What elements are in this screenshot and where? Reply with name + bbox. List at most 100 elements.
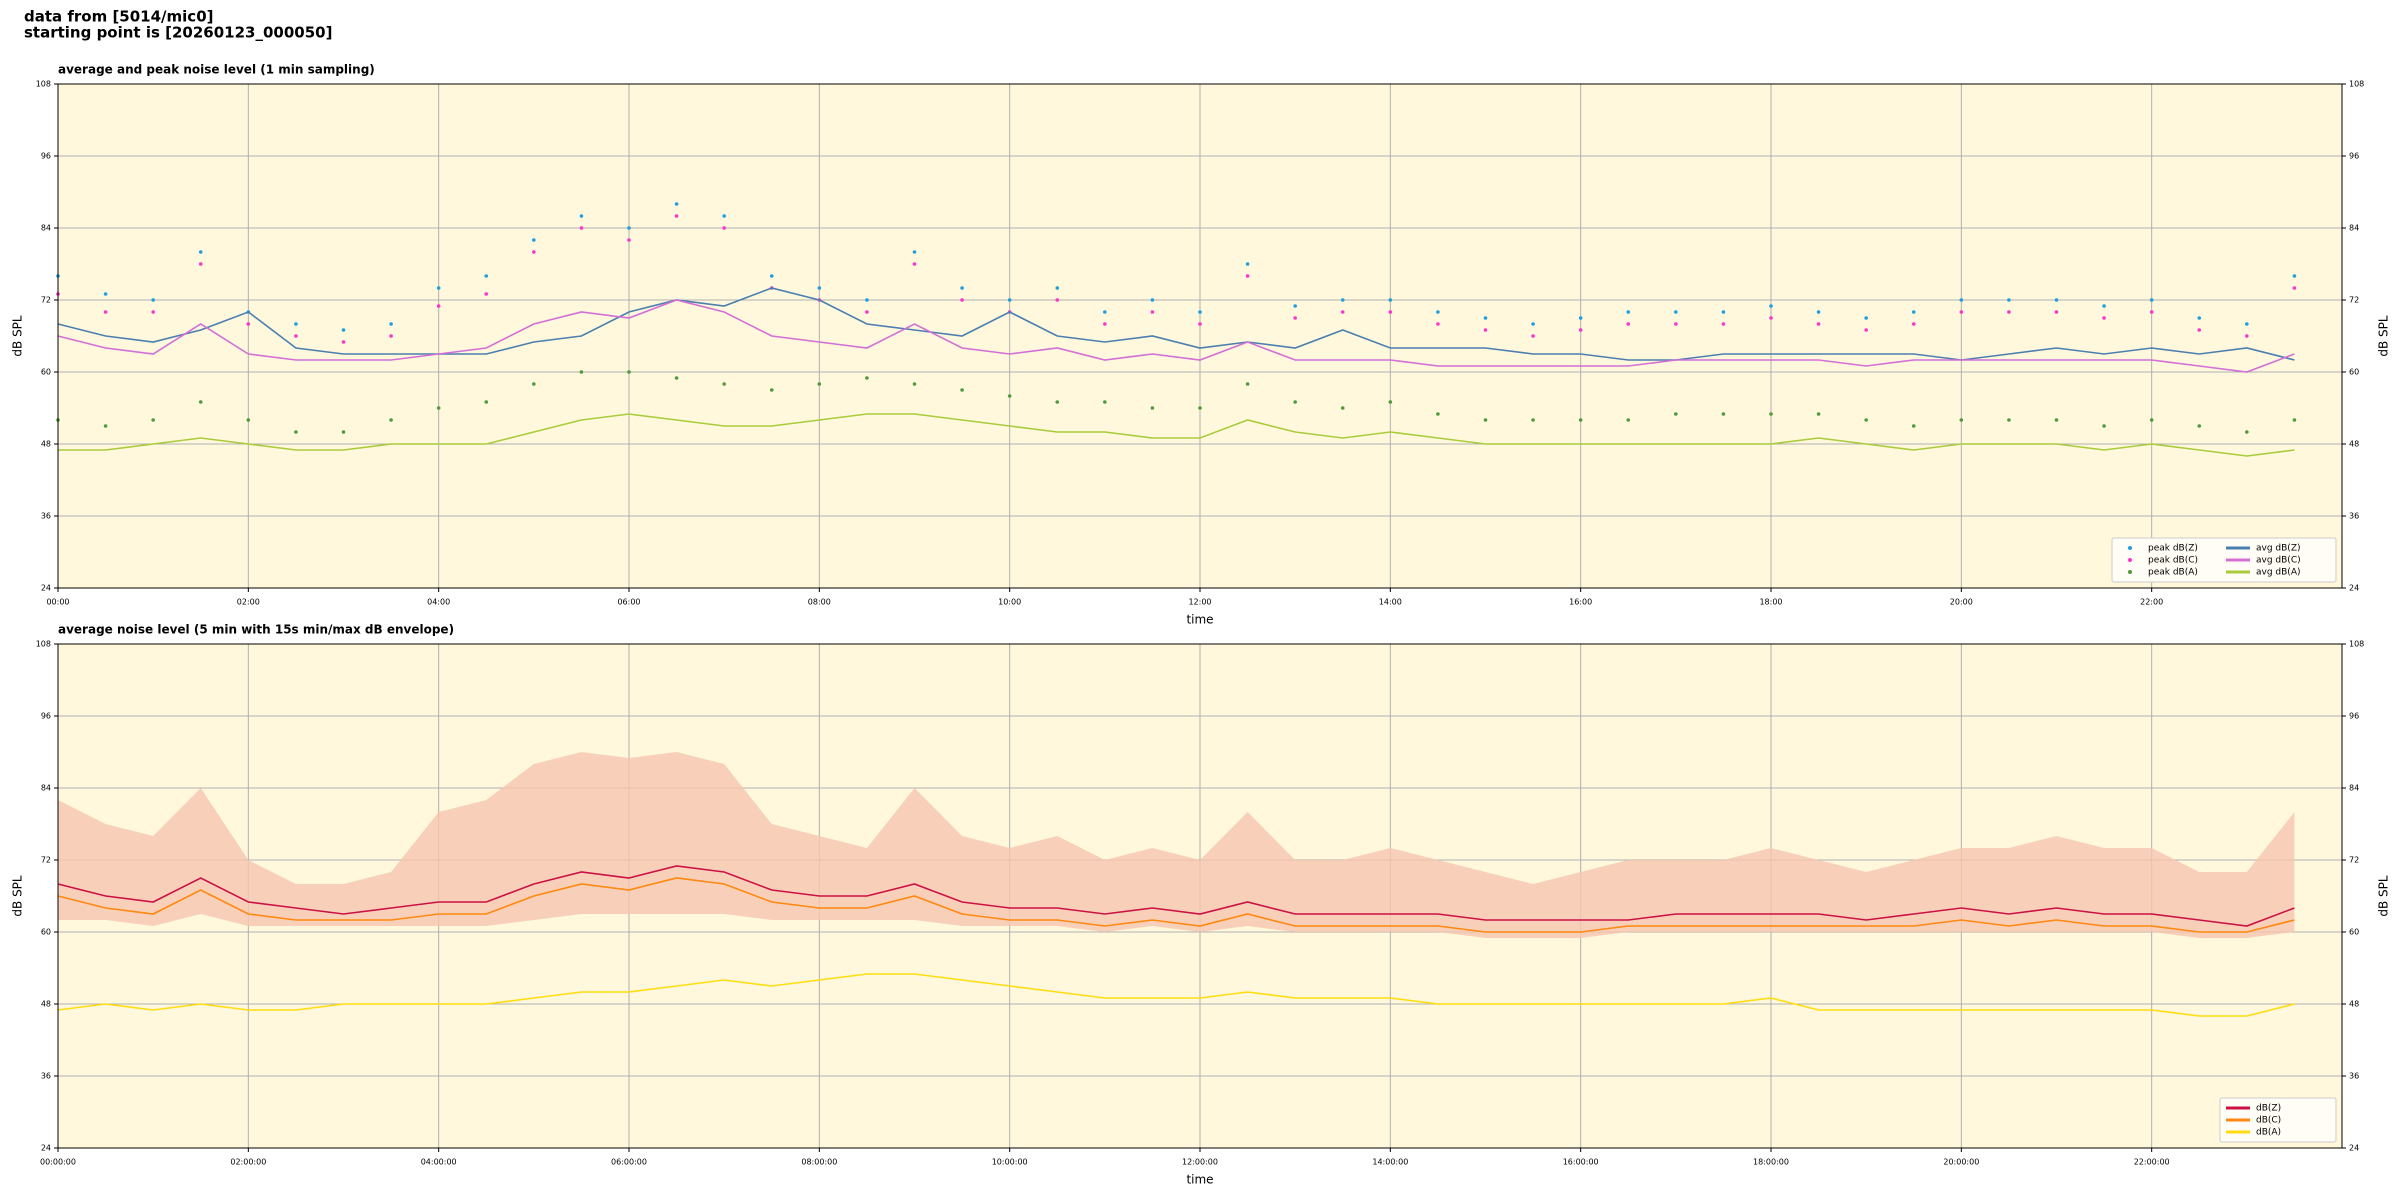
peak-point [1626, 310, 1631, 314]
peak-point [294, 322, 298, 326]
peak-point [1055, 400, 1060, 404]
peak-point [1340, 310, 1345, 314]
peak-point [627, 226, 631, 230]
y-axis-label: dB SPL [11, 315, 25, 357]
x-tick-label: 20:00 [1950, 598, 1973, 607]
peak-point [2102, 316, 2106, 320]
x-tick-label: 18:00:00 [1753, 1158, 1789, 1167]
peak-point [2007, 298, 2011, 302]
x-tick-label: 08:00:00 [801, 1158, 837, 1167]
peak-point [151, 298, 155, 302]
peak-point [1816, 322, 1821, 326]
peak-point [1483, 316, 1488, 320]
legend-marker [2128, 570, 2132, 574]
series-line [57, 299, 2295, 373]
peak-point [1911, 424, 1916, 428]
peak-point [722, 382, 726, 386]
peak-point [1531, 334, 1535, 338]
y2-tick-label: 60 [2349, 928, 2359, 937]
peak-point [151, 310, 155, 314]
peak-point [2102, 424, 2106, 428]
peak-point [1198, 310, 1202, 314]
x-tick-label: 14:00 [1379, 598, 1402, 607]
y-tick-label: 72 [41, 856, 51, 865]
peak-point [1245, 382, 1250, 386]
peak-point [1816, 412, 1821, 416]
peak-point [341, 340, 346, 344]
peak-point [579, 226, 584, 230]
peak-point [198, 400, 203, 404]
y2-tick-label: 72 [2349, 296, 2359, 305]
y-tick-label: 84 [41, 784, 51, 793]
peak-point [1864, 418, 1868, 422]
y2-tick-label: 24 [2349, 1144, 2359, 1153]
y-tick-label: 48 [41, 1000, 51, 1009]
peak-point [436, 286, 441, 290]
peak-point [1436, 322, 1440, 326]
y-tick-label: 48 [41, 440, 51, 449]
peak-point [2007, 310, 2011, 314]
y-tick-label: 60 [41, 928, 51, 937]
peak-point [532, 250, 536, 254]
peak-point [1864, 316, 1868, 320]
subplot-title: average noise level (5 min with 15s min/… [58, 623, 454, 637]
y2-tick-label: 84 [2349, 224, 2359, 233]
legend-label: peak dB(Z) [2148, 544, 2198, 554]
peak-point [246, 418, 251, 422]
peak-point [1483, 418, 1488, 422]
peak-point [2292, 418, 2297, 422]
peak-point [1388, 400, 1393, 404]
peak-point [1293, 400, 1297, 404]
y-axis-label: dB SPL [11, 875, 25, 917]
peak-point [1436, 310, 1440, 314]
peak-point [1721, 310, 1726, 314]
peak-point [1578, 316, 1583, 320]
peak-point [1293, 316, 1297, 320]
x-tick-label: 20:00:00 [1943, 1158, 1979, 1167]
peak-point [1388, 298, 1393, 302]
peak-point [1721, 412, 1726, 416]
peak-point [103, 310, 108, 314]
y-tick-label: 72 [41, 296, 51, 305]
peak-point [1959, 310, 1964, 314]
peak-point [674, 202, 679, 206]
peak-point [2149, 310, 2154, 314]
peak-point [389, 334, 393, 338]
peak-point [1578, 328, 1583, 332]
y2-axis-label: dB SPL [2377, 315, 2391, 357]
subplot: 24 24 36 36 48 48 60 60 72 72 84 84 96 96 108 108 00:00:… [11, 623, 2391, 1187]
peak-point [769, 274, 774, 278]
peak-point [1674, 412, 1678, 416]
legend-label: avg dB(Z) [2256, 544, 2301, 554]
legend-box [2111, 537, 2337, 583]
peak-point [1150, 406, 1155, 410]
peak-point [1150, 310, 1155, 314]
x-tick-label: 22:00 [2140, 598, 2163, 607]
peak-point [2054, 310, 2059, 314]
y2-tick-label: 84 [2349, 784, 2359, 793]
series-line [57, 287, 2295, 361]
peak-point [1769, 316, 1773, 320]
y-tick-label: 36 [41, 512, 51, 521]
x-tick-label: 06:00 [617, 598, 640, 607]
peak-point [865, 310, 869, 314]
peak-point [436, 406, 441, 410]
y2-axis-label: dB SPL [2377, 875, 2391, 917]
x-tick-label: 02:00:00 [230, 1158, 266, 1167]
x-tick-label: 02:00 [237, 598, 260, 607]
x-tick-label: 14:00:00 [1372, 1158, 1408, 1167]
peak-point [722, 226, 726, 230]
peak-point [484, 292, 489, 296]
peak-point [960, 388, 964, 392]
peak-point [1674, 322, 1678, 326]
x-tick-label: 12:00 [1188, 598, 1211, 607]
y2-tick-label: 96 [2349, 712, 2359, 721]
peak-point [817, 382, 822, 386]
plot-frame [57, 83, 2343, 589]
y2-tick-label: 108 [2349, 80, 2364, 89]
peak-point [2292, 274, 2297, 278]
x-tick-label: 10:00:00 [992, 1158, 1028, 1167]
peak-point [1103, 322, 1107, 326]
y2-tick-label: 36 [2349, 512, 2359, 521]
